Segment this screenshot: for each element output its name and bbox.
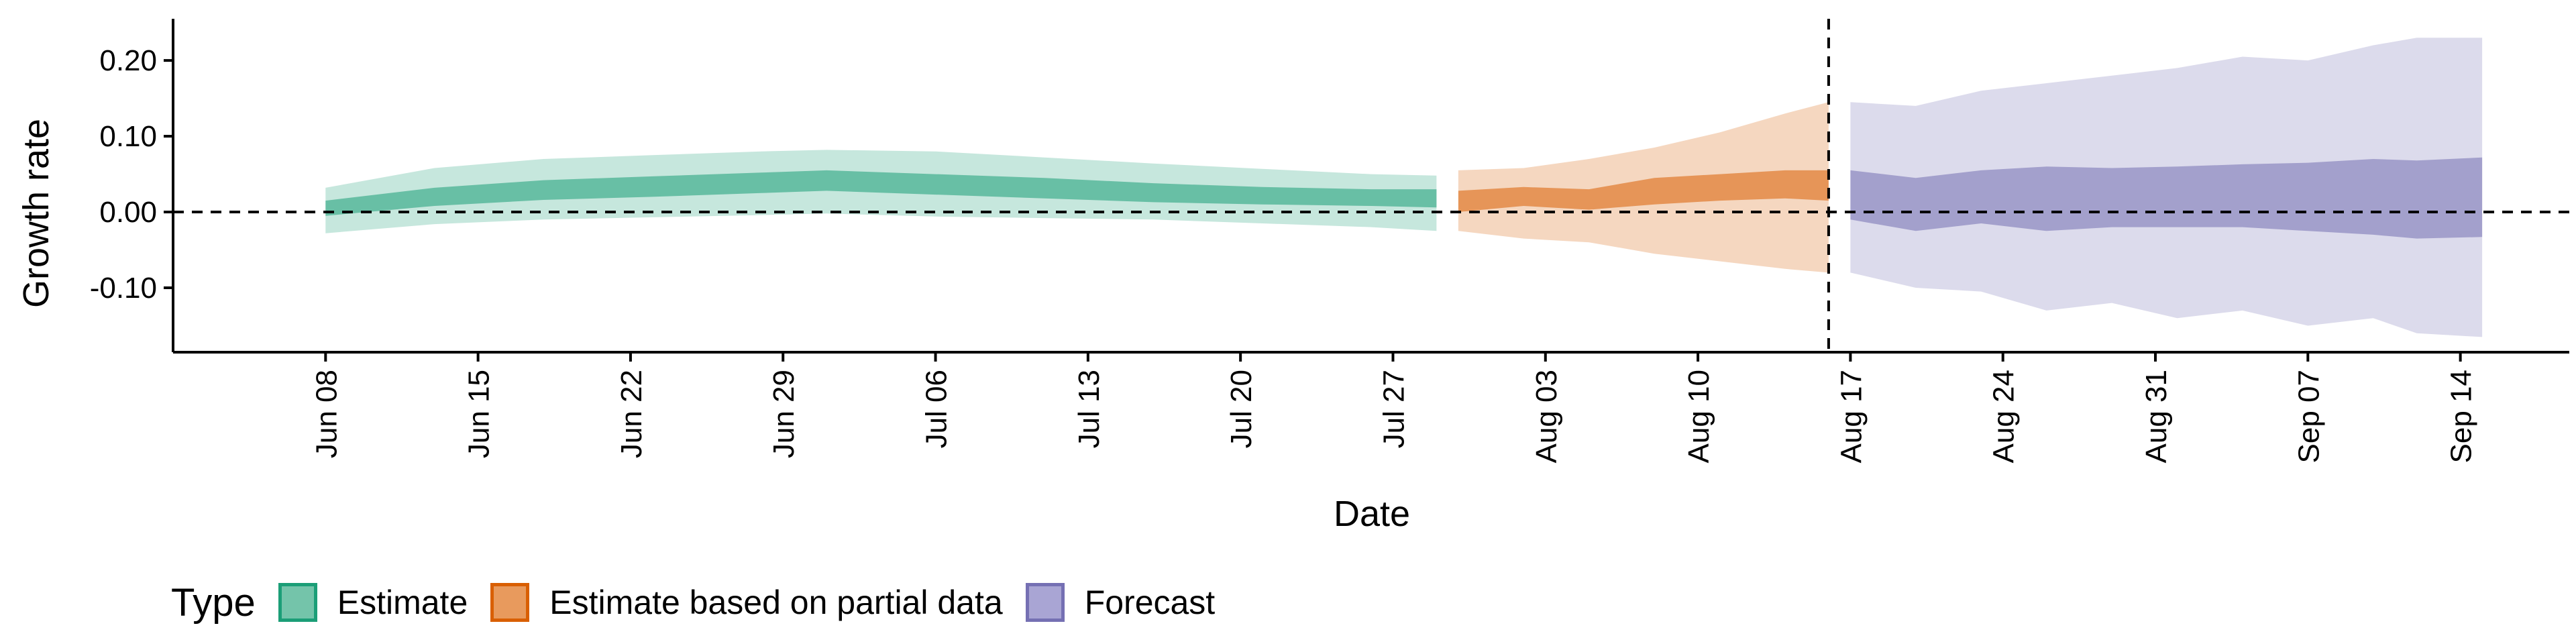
legend-item-estimate: Estimate	[278, 583, 468, 622]
inner-band-estimate	[325, 170, 1437, 216]
x-tick-label: Aug 03	[1530, 370, 1563, 463]
x-axis-ticks: Jun 08 Jun 15 Jun 22 Jun 29 Jul 06 Jul 13 Jul …	[310, 352, 2478, 463]
legend-item-partial: Estimate based on partial data	[490, 583, 1003, 622]
legend-item-forecast: Forecast	[1025, 583, 1216, 622]
x-tick-label: Jul 13	[1073, 370, 1106, 448]
x-tick-label: Aug 24	[1988, 370, 2021, 463]
x-tick-label: Jun 22	[615, 370, 648, 458]
inner-band-forecast	[1850, 157, 2483, 239]
x-tick-label: Aug 17	[1835, 370, 1868, 463]
legend-title: Type	[171, 580, 256, 625]
legend-label-estimate: Estimate	[337, 584, 468, 621]
y-tick-label: -0.10	[90, 272, 157, 305]
growth-rate-chart: 0.200.100.00-0.10 Jun 08 Jun 15 Jun 22 Jun …	[16, 19, 2569, 534]
x-axis-title: Date	[1334, 494, 1410, 534]
legend-label-forecast: Forecast	[1084, 584, 1216, 621]
x-tick-label: Aug 10	[1682, 370, 1715, 463]
axes-layer	[172, 19, 2569, 354]
y-tick-label: 0.10	[99, 120, 157, 153]
y-tick-label: 0.20	[99, 44, 157, 77]
legend-label-partial: Estimate based on partial data	[549, 584, 1003, 621]
x-tick-label: Jun 15	[463, 370, 496, 458]
x-tick-label: Jul 20	[1225, 370, 1258, 448]
x-tick-label: Sep 07	[2292, 370, 2325, 463]
reference-lines	[173, 19, 2569, 352]
y-axis-title: Growth rate	[16, 119, 56, 308]
x-tick-label: Sep 14	[2445, 370, 2478, 463]
y-axis-ticks: 0.20 0.10 0.00 -0.10	[90, 44, 173, 305]
legend-key-estimate	[278, 583, 317, 622]
legend-key-partial	[490, 583, 530, 622]
x-tick-label: Aug 31	[2140, 370, 2173, 463]
x-tick-label: Jun 29	[767, 370, 800, 458]
x-tick-label: Jul 06	[920, 370, 953, 448]
x-tick-label: Jun 08	[310, 370, 343, 458]
y-tick-label: 0.00	[99, 196, 157, 229]
legend-key-forecast	[1025, 583, 1065, 622]
legend: Type Estimate Estimate based on partial …	[171, 576, 1238, 629]
inner-band-estimate-based-on-partial-data	[1458, 170, 1829, 212]
x-tick-label: Jul 27	[1378, 370, 1411, 448]
ribbon-layer	[325, 38, 2483, 337]
